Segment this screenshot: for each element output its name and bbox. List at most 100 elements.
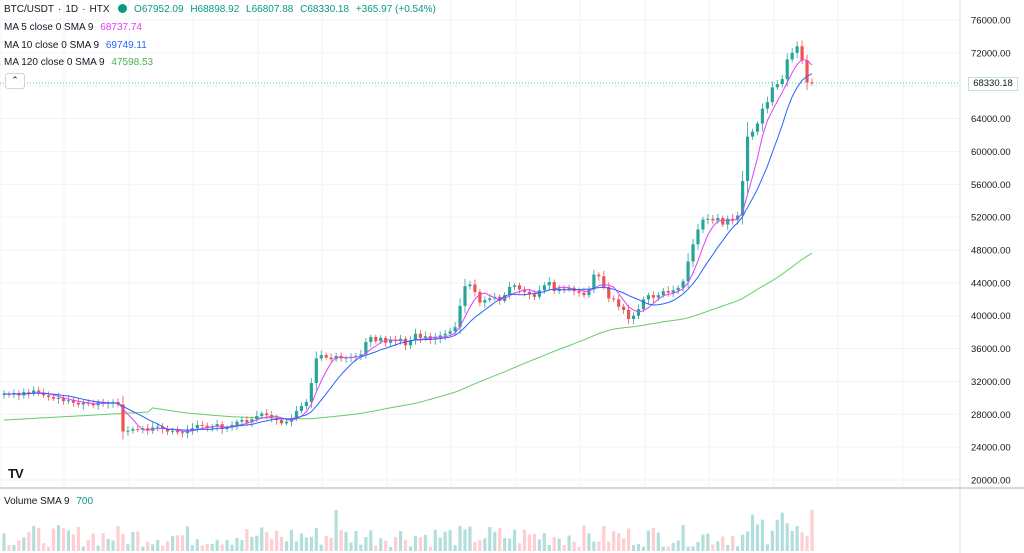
ma-lines	[3, 59, 813, 433]
volume-bar	[86, 540, 90, 551]
candle-body	[170, 430, 175, 432]
volume-bar	[185, 526, 190, 551]
symbol-name[interactable]: BTC/USDT	[4, 4, 54, 15]
volume-bar	[275, 530, 279, 551]
grid	[0, 0, 960, 488]
y-tick-label: 24000.00	[971, 443, 1011, 454]
volume-bar	[537, 539, 541, 551]
candle-body	[91, 403, 95, 406]
volume-bar	[423, 534, 427, 551]
indicator-label: MA 120 close 0 SMA 9	[4, 57, 105, 68]
volume-bar	[567, 535, 571, 551]
volume-bar	[205, 543, 209, 551]
y-tick-label: 20000.00	[971, 476, 1011, 487]
volume-bar	[512, 529, 517, 551]
volume-bar	[671, 542, 675, 551]
candle-body	[790, 52, 794, 60]
candle-body	[279, 420, 284, 424]
candle-body	[56, 397, 61, 399]
tradingview-logo[interactable]: TV	[8, 466, 24, 481]
volume-bar	[453, 545, 457, 551]
volume-bar	[32, 525, 36, 551]
volume-bar	[661, 546, 665, 551]
volume-bar	[91, 533, 95, 551]
volume-bar	[42, 543, 46, 551]
candle-body	[736, 215, 740, 220]
indicator-ma5[interactable]: MA 5 close 0 SMA 9 68737.74	[4, 22, 146, 34]
volume-bar	[463, 529, 467, 551]
volume-bar	[215, 539, 219, 551]
candle-body	[577, 291, 581, 293]
volume-bar	[200, 545, 204, 551]
y-tick-label: 28000.00	[971, 410, 1011, 421]
volume-bar	[289, 529, 294, 551]
y-tick-label: 52000.00	[971, 213, 1011, 224]
collapse-legend-button[interactable]: ⌃	[5, 73, 25, 89]
y-tick-label: 76000.00	[971, 16, 1011, 27]
volume-bar	[641, 546, 646, 551]
indicator-ma120[interactable]: MA 120 close 0 SMA 9 47598.53	[4, 57, 157, 69]
volume-bar	[602, 526, 606, 551]
symbol-header[interactable]: BTC/USDT · 1D · HTX O67952.09 H68898.92 L668…	[4, 4, 436, 15]
volume-bar	[126, 543, 130, 551]
volume-bar	[389, 546, 393, 551]
volume-bar	[617, 533, 621, 551]
indicator-ma10[interactable]: MA 10 close 0 SMA 9 69749.11	[4, 40, 151, 52]
volume-value: 700	[76, 496, 94, 507]
indicator-label: MA 5 close 0 SMA 9	[4, 22, 94, 33]
volume-bar	[220, 544, 224, 551]
volume-bar	[527, 534, 532, 551]
candle-body	[413, 333, 418, 341]
volume-bar	[279, 536, 284, 551]
candle-body	[602, 276, 606, 287]
candle-body	[294, 411, 299, 419]
volume-bar	[195, 539, 199, 551]
candle-body	[389, 339, 393, 343]
volume-bar	[324, 536, 328, 551]
volume-bar	[96, 545, 100, 551]
volume-legend[interactable]: Volume SMA 9 700	[4, 496, 93, 507]
candle-body	[780, 79, 784, 85]
candle-body	[423, 336, 427, 338]
candle-body	[324, 355, 328, 358]
candle-body	[200, 424, 204, 426]
interval[interactable]: 1D	[65, 4, 79, 15]
candle-body	[750, 131, 755, 137]
volume-bar	[17, 540, 21, 551]
volume-bar	[741, 534, 745, 551]
candle-body	[71, 400, 75, 403]
candle-body	[156, 426, 160, 428]
volume-bar	[344, 531, 348, 551]
volume-bar	[458, 525, 462, 551]
volume-bar	[696, 542, 700, 551]
volume-bar	[790, 531, 794, 551]
volume-bar	[552, 537, 556, 551]
candle-body	[671, 290, 675, 293]
candle-body	[745, 136, 750, 181]
volume-bar	[319, 544, 323, 551]
candle-body	[617, 299, 621, 307]
indicator-value: 47598.53	[111, 57, 154, 68]
candle-body	[379, 337, 383, 342]
candle-body	[488, 298, 492, 301]
volume-bar	[726, 544, 730, 551]
volume-bar	[146, 541, 150, 551]
candle-body	[369, 337, 373, 342]
candle-body	[517, 285, 522, 290]
volume-bar	[235, 537, 239, 551]
volume-bar	[800, 532, 804, 551]
candle-body	[61, 397, 66, 402]
candle-body	[443, 333, 447, 336]
volume-bar	[626, 528, 631, 551]
volume-bar	[165, 541, 170, 551]
volume-bar	[562, 545, 566, 551]
volume-bar	[240, 540, 244, 551]
volume-bar	[651, 527, 655, 551]
candle-body	[131, 429, 135, 431]
y-tick-label: 64000.00	[971, 114, 1011, 125]
volume-bar	[349, 542, 353, 551]
volume-bar	[71, 534, 75, 551]
volume-bar	[438, 537, 442, 551]
candle-body	[81, 402, 85, 405]
